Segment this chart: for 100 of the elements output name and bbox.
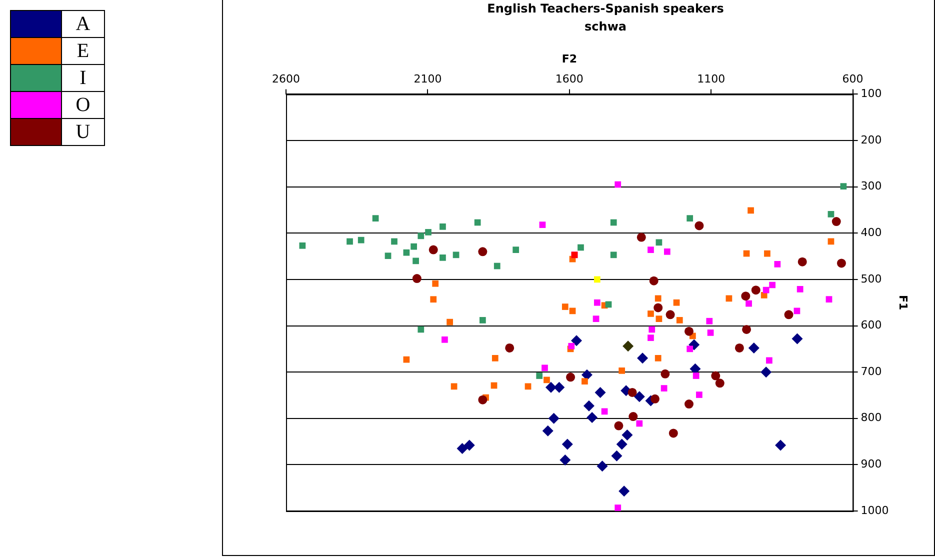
y-tick-label: 500 — [860, 272, 882, 286]
point — [686, 215, 694, 222]
y-tick-label: 100 — [860, 87, 882, 100]
point — [766, 357, 772, 364]
point — [660, 385, 668, 392]
chart-subtitle: schwa — [584, 20, 626, 34]
point — [622, 340, 634, 352]
point — [583, 400, 594, 412]
point — [654, 295, 662, 302]
point — [686, 346, 694, 352]
point — [442, 336, 448, 343]
point — [707, 330, 714, 336]
y-tick-label: 600 — [860, 318, 882, 332]
point — [478, 247, 488, 256]
point — [581, 369, 592, 380]
point — [452, 252, 460, 258]
point — [840, 183, 847, 190]
point — [798, 257, 807, 266]
point — [692, 372, 700, 379]
x-tick-label: 1100 — [697, 72, 726, 86]
point — [536, 372, 543, 379]
point — [628, 388, 637, 397]
point — [446, 318, 453, 326]
point — [418, 232, 424, 240]
point — [654, 354, 662, 362]
point — [582, 378, 588, 385]
point — [684, 400, 694, 409]
point — [494, 262, 500, 270]
chart-title: English Teachers-Spanish speakers — [487, 1, 724, 16]
point — [554, 382, 565, 393]
point — [412, 274, 422, 284]
point — [346, 238, 353, 245]
point — [649, 276, 658, 286]
y-tick-label: 800 — [860, 411, 882, 424]
point — [664, 248, 670, 255]
point — [548, 412, 560, 424]
point — [614, 421, 624, 430]
point — [568, 342, 575, 350]
point — [512, 246, 520, 253]
point — [628, 412, 638, 422]
point — [694, 221, 704, 230]
point — [684, 326, 694, 336]
x-axis-title: F2 — [562, 52, 577, 66]
point — [648, 310, 654, 317]
point — [456, 442, 468, 454]
y-tick-label: 900 — [860, 458, 882, 471]
legend-label: I — [62, 64, 104, 92]
legend-label: E — [62, 38, 104, 64]
point — [480, 317, 486, 324]
point — [592, 316, 600, 322]
point — [618, 367, 626, 374]
point — [440, 223, 446, 230]
point — [748, 342, 760, 354]
point — [358, 236, 364, 244]
point — [764, 250, 770, 257]
point — [594, 299, 600, 306]
point — [676, 317, 683, 324]
point — [428, 245, 438, 254]
point — [505, 343, 514, 352]
y-tick-label: 200 — [860, 133, 882, 146]
point — [668, 428, 678, 438]
point — [614, 504, 622, 511]
point — [601, 408, 608, 415]
point — [539, 222, 546, 228]
point — [734, 343, 744, 352]
point — [403, 249, 410, 256]
point — [637, 352, 648, 364]
point — [826, 296, 832, 303]
point — [391, 238, 398, 245]
point — [654, 303, 663, 312]
point — [412, 258, 419, 264]
point — [372, 215, 379, 222]
point — [742, 324, 752, 334]
point — [622, 430, 633, 441]
point — [578, 244, 584, 251]
point — [440, 254, 446, 261]
point — [673, 299, 680, 306]
point — [774, 260, 781, 268]
point — [524, 383, 532, 390]
point — [432, 280, 439, 287]
point — [566, 372, 576, 382]
point — [464, 440, 475, 451]
point — [796, 286, 804, 292]
x-tick-label: 600 — [842, 72, 864, 86]
y-tick-label: 300 — [860, 180, 882, 193]
point — [828, 210, 834, 218]
point — [492, 354, 498, 362]
point — [570, 335, 582, 346]
point — [610, 219, 617, 226]
point — [696, 392, 702, 398]
legend-label: O — [62, 92, 104, 118]
point — [596, 460, 608, 472]
point — [586, 412, 598, 423]
point — [784, 310, 794, 320]
point — [560, 454, 571, 466]
point — [748, 207, 754, 214]
point — [634, 391, 645, 402]
point — [836, 258, 846, 268]
point — [610, 252, 617, 258]
y-tick-label: 400 — [860, 226, 882, 239]
